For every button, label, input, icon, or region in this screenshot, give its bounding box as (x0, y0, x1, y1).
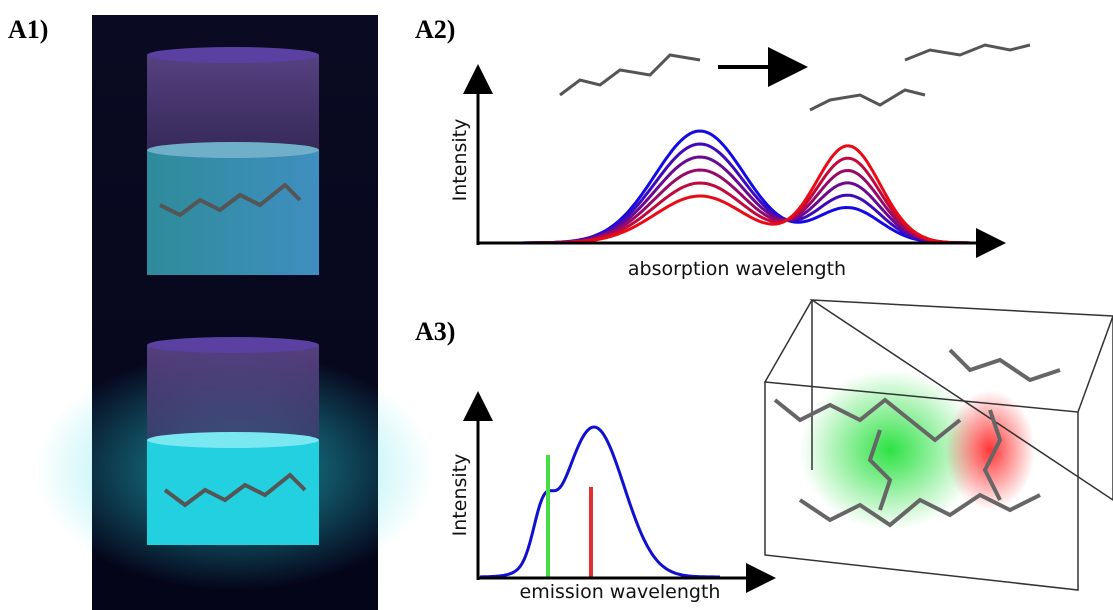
absorption-plot (480, 131, 969, 243)
vials-illustration (35, 15, 435, 610)
y-axis-label: Intensity (449, 119, 471, 202)
figure: A1) A2) Intensity absorption wavelength … (0, 0, 1113, 610)
x-axis-label: absorption wavelength (628, 258, 846, 280)
panel-label: A3) (415, 317, 455, 346)
absorption-curve (480, 144, 969, 243)
emission-curve (480, 427, 720, 577)
y-axis-label: Intensity (449, 454, 471, 537)
panel-label: A1) (8, 15, 48, 44)
page: {"panels": [ {"label": "A1)"}, {"label":… (0, 0, 1113, 610)
molecules (560, 45, 1030, 110)
crystal-illustration (765, 300, 1113, 590)
panel-label: A2) (415, 15, 455, 44)
x-axis-label: emission wavelength (520, 581, 721, 603)
